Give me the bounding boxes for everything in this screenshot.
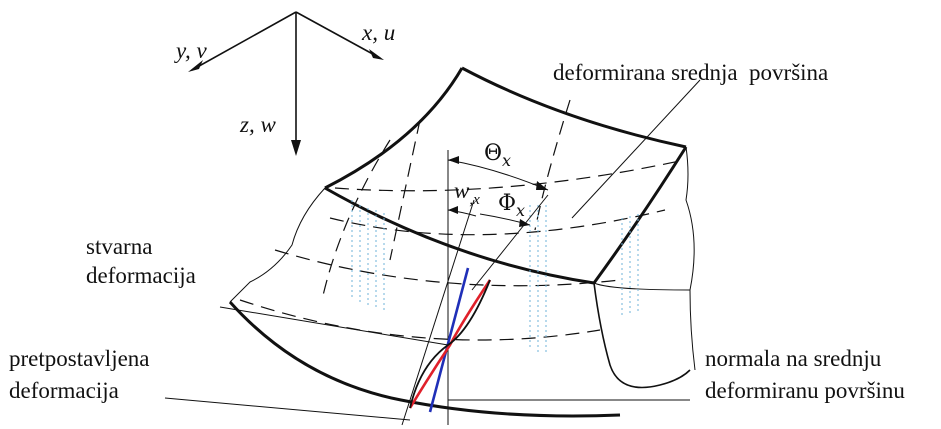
hidden-lines: [239, 99, 685, 341]
shell-mid-surface-front-edge: [324, 186, 595, 285]
dashed-mid-curve-1: [329, 209, 666, 236]
y-axis-arrowhead: [188, 60, 203, 72]
theta-symbol: Θx: [484, 141, 511, 170]
shell-bottom-edge: [228, 300, 621, 418]
assumed-deformation-label-1: pretpostavljena: [9, 346, 150, 371]
dashed-right-diagonal: [534, 99, 571, 231]
assumed-def-leader: [164, 397, 411, 421]
real-deformation-label-2: deformacija: [86, 263, 196, 288]
assumed-deformation-line: [428, 267, 470, 413]
phi-reference-line: [471, 194, 549, 291]
real-def-leader: [219, 306, 449, 346]
shell-right-side-edge: [593, 282, 691, 389]
leader-lines: [164, 79, 701, 421]
shell-left-back-edge: [324, 67, 464, 190]
z-axis-arrowhead: [291, 140, 301, 156]
surface-label: deformirana srednja površina: [553, 60, 828, 85]
real-deformation-curve: [408, 279, 492, 409]
normal-line: [401, 199, 475, 426]
dashed-mid-curve-3: [239, 299, 601, 341]
deformed-shell: [228, 66, 691, 418]
y-axis-label: y, v: [174, 38, 207, 63]
shell-top-back-edge: [461, 66, 687, 149]
dashed-mid-curve-2: [274, 249, 621, 287]
shell-side-outlines: [229, 146, 696, 371]
x-axis-line: [295, 11, 381, 59]
w-x-symbol: w,x: [454, 178, 480, 208]
phi-symbol: Φx: [498, 191, 525, 220]
angle-arcs: [447, 156, 549, 227]
normal-label-1: normala na srednju: [705, 346, 882, 371]
assumed-deformation-label-2: deformacija: [9, 378, 119, 403]
right-side-outline: [685, 146, 696, 371]
x-axis-arrowhead: [369, 49, 384, 60]
section-hatching: [351, 200, 639, 354]
left-side-outline: [229, 187, 326, 303]
surface-leader: [571, 79, 701, 219]
shell-right-front-edge: [592, 146, 688, 284]
x-axis-label: x, u: [361, 20, 395, 45]
dashed-left-diagonal: [321, 139, 391, 301]
normal-label-2: deformiranu površinu: [705, 378, 905, 403]
z-axis-label: z, w: [239, 112, 276, 137]
dashed-center-diagonal: [389, 119, 421, 261]
y-axis-line: [191, 11, 297, 71]
real-deformation-label-1: stvarna: [86, 234, 152, 259]
right-lower-outline: [593, 282, 691, 291]
coordinate-axes: [188, 11, 384, 156]
